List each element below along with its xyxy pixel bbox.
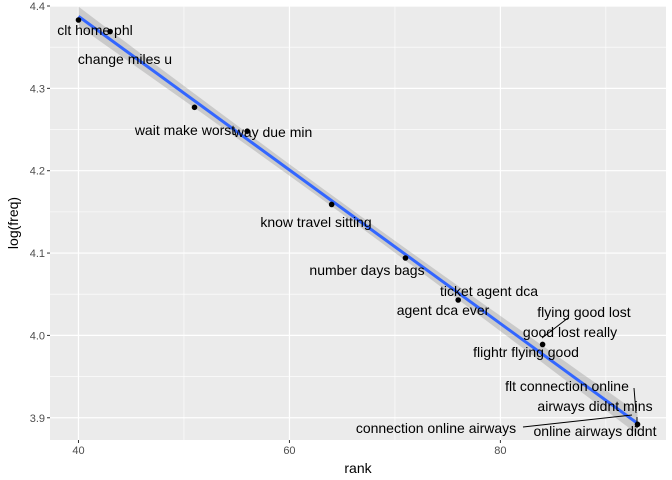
leader-line — [633, 387, 637, 414]
point-label: connection online airways — [356, 420, 516, 436]
grid-major — [50, 5, 666, 440]
x-axis-ticks: 40 60 80 — [72, 440, 507, 457]
point-label: airways didnt mins — [537, 398, 652, 414]
data-point — [244, 128, 251, 134]
y-tick-label: 4.1 — [30, 248, 45, 260]
points-layer — [75, 17, 641, 428]
grid-minor — [50, 6, 666, 440]
y-axis-ticks: 3.9 4.0 4.1 4.2 4.3 4.4 — [30, 1, 50, 425]
point-label: wait make worst — [134, 122, 235, 138]
point-label: know travel sitting — [260, 214, 371, 230]
x-tick-label: 40 — [72, 445, 84, 457]
x-tick-label: 80 — [494, 445, 506, 457]
leader-line — [522, 414, 633, 428]
y-tick-label: 4.4 — [30, 1, 45, 13]
y-tick-label: 4.2 — [30, 166, 45, 178]
point-label: change miles u — [78, 51, 172, 67]
point-label: clt home phl — [57, 22, 132, 38]
data-point — [328, 201, 335, 208]
data-point — [539, 341, 546, 348]
data-point — [191, 104, 198, 111]
data-point — [455, 297, 462, 303]
leader-line — [541, 317, 569, 339]
data-point — [75, 17, 82, 23]
y-axis-title: log(freq) — [5, 197, 21, 249]
point-label: good lost really — [523, 324, 617, 340]
y-tick-label: 4.3 — [30, 83, 45, 95]
point-label: flying good lost — [537, 304, 631, 320]
point-label: agent dca ever — [397, 302, 490, 318]
data-point — [107, 28, 113, 35]
point-label: online airways didnt — [534, 423, 657, 439]
point-labels: clt home phl change miles u wait make wors… — [57, 22, 656, 439]
point-label: way due min — [233, 124, 313, 140]
trend-line-layer — [77, 15, 639, 425]
x-tick-label: 60 — [283, 445, 295, 457]
point-label: flightr flying good — [473, 344, 579, 360]
point-label: flt connection online — [505, 378, 629, 394]
data-point — [402, 255, 409, 261]
point-label: number days bags — [309, 262, 424, 278]
data-point — [634, 421, 641, 428]
y-tick-label: 4.0 — [30, 330, 45, 342]
y-tick-label: 3.9 — [30, 413, 45, 425]
x-axis-title: rank — [344, 460, 372, 476]
regression-line — [77, 15, 639, 425]
point-label: ticket agent dca — [440, 283, 538, 299]
